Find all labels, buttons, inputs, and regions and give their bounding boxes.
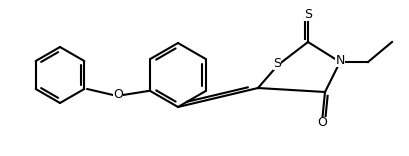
Text: O: O [113,88,123,102]
Text: S: S [303,7,311,20]
Text: S: S [272,58,280,71]
Text: N: N [335,54,344,68]
Text: O: O [316,117,326,129]
